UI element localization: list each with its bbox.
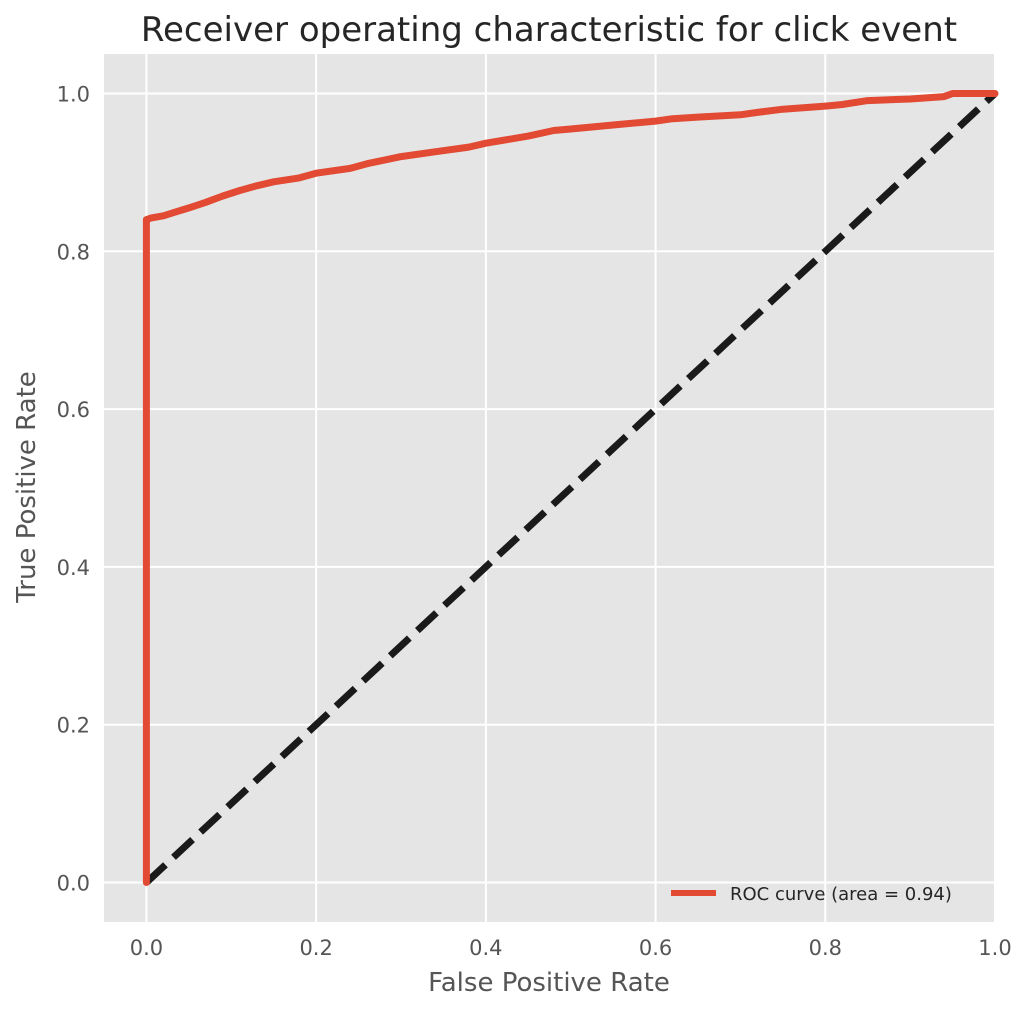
x-tick-label: 0.0 [130,936,163,960]
legend-label: ROC curve (area = 0.94) [730,884,952,905]
y-axis-label: True Positive Rate [12,371,42,604]
x-axis-label: False Positive Rate [428,968,670,998]
x-tick-label: 0.8 [809,936,842,960]
x-tick-label: 0.4 [469,936,502,960]
y-tick-label: 0.2 [57,714,90,738]
series-layer [142,90,999,886]
y-tick-label: 0.0 [57,872,90,896]
y-tick-label: 1.0 [57,82,90,106]
chance-diagonal-line [144,90,998,886]
y-tick-label: 0.4 [57,556,90,580]
x-axis-ticks: 0.0 0.2 0.4 0.6 0.8 1.0 [130,936,1012,960]
legend: ROC curve (area = 0.94) [671,884,952,905]
y-gridlines [104,92,995,884]
roc-curve-line [142,90,999,886]
x-tick-label: 0.6 [639,936,672,960]
y-axis-ticks: 0.0 0.2 0.4 0.6 0.8 1.0 [57,82,90,895]
y-tick-label: 0.8 [57,240,90,264]
y-tick-label: 0.6 [57,398,90,422]
plot-area [104,54,995,922]
x-tick-label: 1.0 [978,936,1011,960]
chart-title: Receiver operating characteristic for cl… [141,10,957,50]
x-tick-label: 0.2 [299,936,332,960]
